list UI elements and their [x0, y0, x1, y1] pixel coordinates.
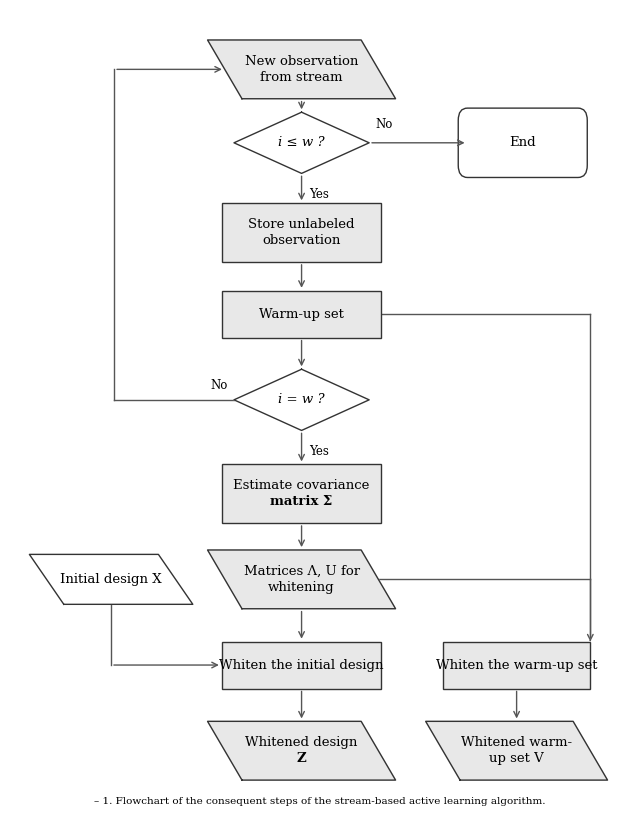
Text: End: End: [509, 136, 536, 149]
Text: Store unlabeled: Store unlabeled: [248, 219, 355, 232]
Text: New observation: New observation: [245, 55, 358, 68]
FancyBboxPatch shape: [221, 290, 381, 338]
Text: i ≤ w ?: i ≤ w ?: [278, 136, 325, 149]
Text: No: No: [375, 118, 393, 131]
Text: Yes: Yes: [309, 188, 329, 201]
Text: Whiten the warm-up set: Whiten the warm-up set: [436, 659, 597, 672]
Polygon shape: [234, 369, 369, 430]
Text: Estimate covariance: Estimate covariance: [234, 480, 370, 493]
Text: Whitened warm-: Whitened warm-: [461, 736, 572, 749]
FancyBboxPatch shape: [221, 203, 381, 262]
Polygon shape: [207, 40, 396, 99]
Text: Yes: Yes: [309, 445, 329, 458]
Polygon shape: [234, 113, 369, 173]
FancyBboxPatch shape: [443, 641, 590, 689]
Text: Matrices Λ, U for: Matrices Λ, U for: [243, 565, 360, 578]
Text: – 1. Flowchart of the consequent steps of the stream-based active learning algor: – 1. Flowchart of the consequent steps o…: [94, 796, 546, 806]
Polygon shape: [426, 721, 607, 780]
Text: Z: Z: [297, 752, 307, 765]
Text: Whitened design: Whitened design: [245, 736, 358, 749]
FancyBboxPatch shape: [221, 641, 381, 689]
Text: matrix Σ: matrix Σ: [271, 494, 333, 508]
Polygon shape: [207, 550, 396, 609]
Polygon shape: [29, 554, 193, 605]
FancyBboxPatch shape: [458, 108, 588, 178]
Text: up set V: up set V: [489, 752, 544, 765]
Text: Initial design Χ: Initial design Χ: [60, 573, 162, 586]
Text: No: No: [211, 379, 228, 392]
FancyBboxPatch shape: [221, 464, 381, 523]
Text: Whiten the initial design: Whiten the initial design: [220, 659, 384, 672]
Text: from stream: from stream: [260, 71, 343, 84]
Text: i = w ?: i = w ?: [278, 393, 325, 406]
Text: observation: observation: [262, 233, 340, 246]
Text: Warm-up set: Warm-up set: [259, 308, 344, 321]
Polygon shape: [207, 721, 396, 780]
Text: whitening: whitening: [268, 581, 335, 594]
